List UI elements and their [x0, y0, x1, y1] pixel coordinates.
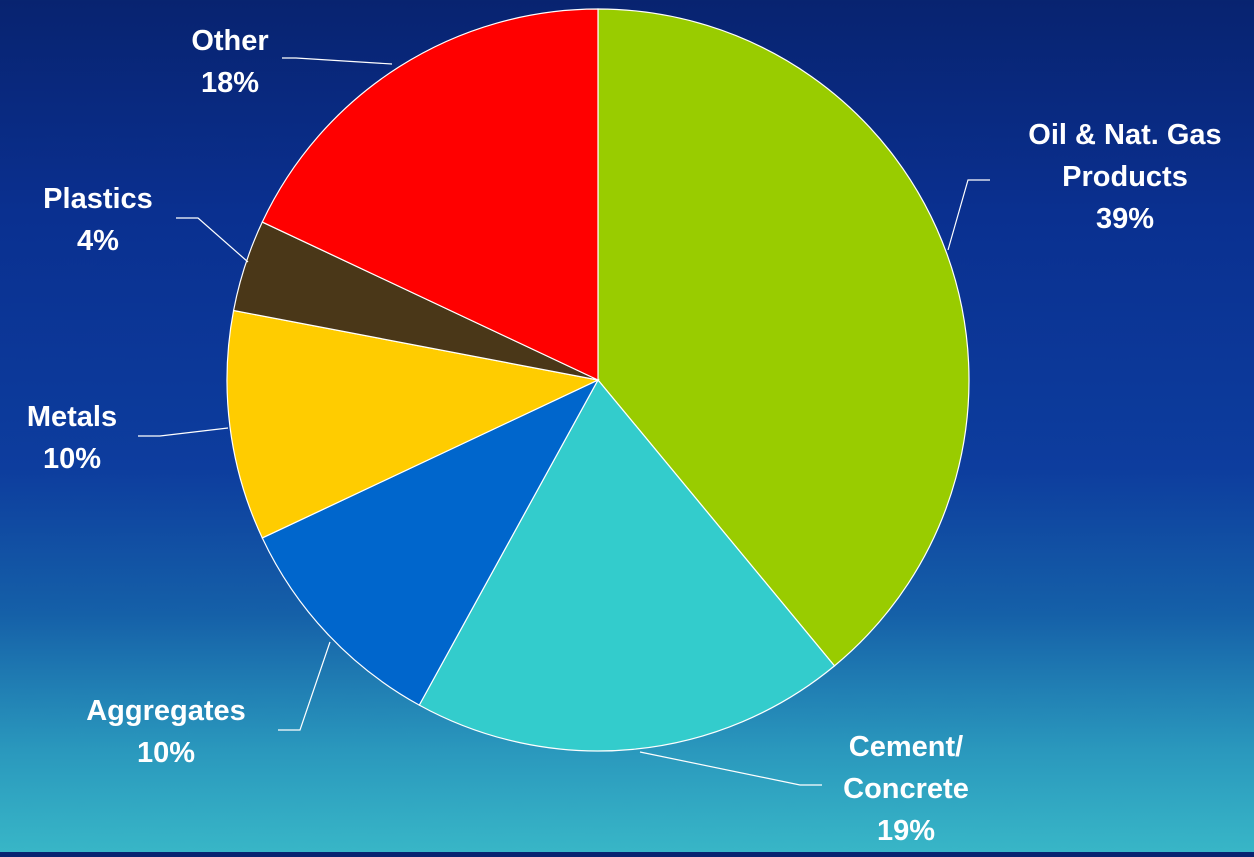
leader-line	[176, 217, 249, 263]
slice-name-label: Metals	[27, 401, 117, 433]
slice-name-label: Plastics	[43, 183, 153, 215]
slice-percent-label: 10%	[43, 443, 101, 475]
slice-percent-label: 10%	[137, 737, 195, 769]
pie-slice-other	[261, 8, 599, 381]
slice-name-label: Aggregates	[86, 695, 246, 727]
labels-layer: Oil & Nat. Gas Products 39% Cement/Concrete…	[27, 25, 1222, 847]
slice-label: Metals 10%	[27, 401, 117, 475]
slice-label: Cement/Concrete 19%	[843, 731, 969, 847]
slice-percent-label: 19%	[877, 815, 935, 847]
leader-line	[947, 179, 990, 251]
leader-lines-layer	[138, 57, 990, 786]
leader-line	[138, 427, 229, 437]
pie-slice-cement-concrete	[418, 378, 836, 752]
leader-line	[639, 751, 822, 786]
slice-name-label: Products	[1062, 161, 1188, 193]
leader-line	[282, 57, 393, 65]
slices-layer	[226, 8, 970, 752]
slice-name-label: Concrete	[843, 773, 969, 805]
slice-label: Aggregates 10%	[86, 695, 246, 769]
slice-percent-label: 4%	[77, 225, 119, 257]
slice-label: Oil & Nat. Gas Products 39%	[1028, 119, 1221, 235]
slice-percent-label: 39%	[1096, 203, 1154, 235]
slice-label: Plastics 4%	[43, 183, 153, 257]
pie-slice-aggregates	[261, 378, 600, 706]
slice-name-label: Cement/	[849, 731, 963, 763]
slice-name-label: Other	[191, 25, 268, 57]
slice-name-label: Oil & Nat. Gas	[1028, 119, 1221, 151]
pie-slice-oil-nat-gas-products	[597, 8, 970, 667]
pie-slice-metals	[226, 309, 600, 539]
slice-label: Other 18%	[191, 25, 268, 99]
slice-percent-label: 18%	[201, 67, 259, 99]
leader-line	[278, 641, 331, 731]
